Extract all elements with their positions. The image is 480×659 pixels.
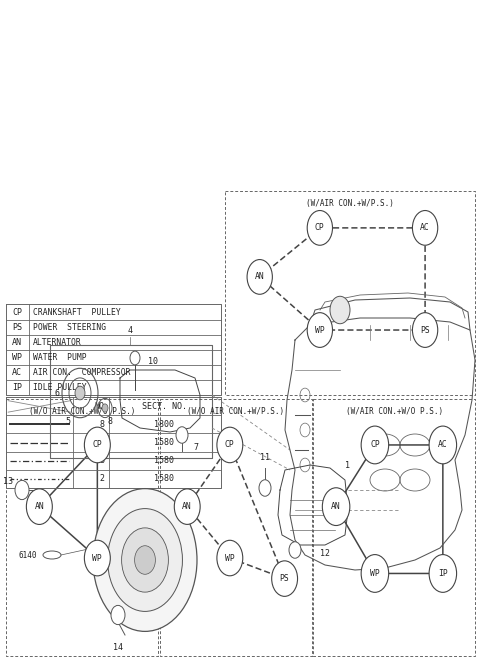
Circle shape <box>429 426 456 464</box>
Circle shape <box>217 540 243 576</box>
Text: 1580: 1580 <box>154 438 174 447</box>
Circle shape <box>176 427 188 444</box>
Circle shape <box>412 210 438 245</box>
Circle shape <box>130 351 140 365</box>
Circle shape <box>93 488 197 631</box>
Text: 3: 3 <box>99 456 104 465</box>
Text: WP: WP <box>370 569 380 578</box>
Text: CP: CP <box>370 440 380 449</box>
Circle shape <box>84 427 110 463</box>
Circle shape <box>15 480 29 500</box>
Text: AN: AN <box>35 502 44 511</box>
Circle shape <box>361 555 389 592</box>
Circle shape <box>111 606 125 625</box>
Text: AN: AN <box>182 502 192 511</box>
Circle shape <box>412 312 438 347</box>
Text: ALTERNATOR: ALTERNATOR <box>33 338 82 347</box>
Text: 14: 14 <box>113 643 123 652</box>
Text: WATER  PUMP: WATER PUMP <box>33 353 86 362</box>
Text: PS: PS <box>280 574 289 583</box>
Text: (W/AIR CON.+W/O P.S.): (W/AIR CON.+W/O P.S.) <box>346 407 443 416</box>
Circle shape <box>307 312 333 347</box>
Text: CP: CP <box>315 223 325 233</box>
Text: 1580: 1580 <box>154 456 174 465</box>
Text: AC: AC <box>438 440 448 449</box>
Text: CP: CP <box>225 440 235 449</box>
Text: AN: AN <box>12 338 22 347</box>
Text: (W/O AIR CON.+W/P.S.): (W/O AIR CON.+W/P.S.) <box>187 407 285 416</box>
Circle shape <box>323 488 350 525</box>
Circle shape <box>429 555 456 592</box>
Circle shape <box>247 260 272 295</box>
Circle shape <box>330 297 350 324</box>
Text: POWER  STEERING: POWER STEERING <box>33 323 106 331</box>
Text: AN: AN <box>331 502 341 511</box>
Text: 6140: 6140 <box>19 550 37 559</box>
Text: IDLE PULLEY: IDLE PULLEY <box>33 384 86 392</box>
Text: 11: 11 <box>260 453 270 462</box>
Circle shape <box>108 509 182 612</box>
Text: WP: WP <box>225 554 235 563</box>
Text: AC: AC <box>420 223 430 233</box>
Text: 5: 5 <box>65 418 71 426</box>
Circle shape <box>259 480 271 496</box>
Text: 8: 8 <box>108 416 112 426</box>
Circle shape <box>102 404 108 412</box>
Text: 6: 6 <box>55 389 60 397</box>
Text: 10: 10 <box>148 357 158 366</box>
Text: CP: CP <box>12 308 22 316</box>
Text: 12: 12 <box>320 548 330 558</box>
Text: (W/O AIR CON.+W/O P.S.): (W/O AIR CON.+W/O P.S.) <box>29 407 135 416</box>
Text: WP: WP <box>12 353 22 362</box>
Text: 8: 8 <box>99 420 104 429</box>
Text: CP: CP <box>93 440 102 449</box>
Text: (W/AIR CON.+W/P.S.): (W/AIR CON.+W/P.S.) <box>306 199 394 208</box>
Circle shape <box>75 386 85 400</box>
Text: 1800: 1800 <box>154 420 174 429</box>
Circle shape <box>217 427 243 463</box>
Circle shape <box>289 542 301 558</box>
Text: IP: IP <box>12 384 22 392</box>
Circle shape <box>134 546 156 574</box>
Text: PS: PS <box>12 323 22 331</box>
Text: 7: 7 <box>193 442 198 451</box>
Text: WP: WP <box>315 326 325 335</box>
Text: PS: PS <box>420 326 430 335</box>
Text: 1: 1 <box>345 461 350 471</box>
Circle shape <box>121 528 168 592</box>
Circle shape <box>272 561 298 596</box>
Text: AN: AN <box>255 272 264 281</box>
Circle shape <box>26 489 52 525</box>
Circle shape <box>174 489 200 525</box>
Text: 2: 2 <box>99 474 104 483</box>
Circle shape <box>307 210 333 245</box>
Text: 1580: 1580 <box>154 474 174 483</box>
Circle shape <box>361 426 389 464</box>
Circle shape <box>84 540 110 576</box>
Text: SECT. NO.: SECT. NO. <box>142 402 187 411</box>
Text: 9: 9 <box>99 438 104 447</box>
Text: WP: WP <box>93 554 102 563</box>
Text: CRANKSHAFT  PULLEY: CRANKSHAFT PULLEY <box>33 308 120 316</box>
Text: 4: 4 <box>128 326 132 335</box>
Text: IP: IP <box>438 569 448 578</box>
Text: 13: 13 <box>3 478 13 486</box>
Text: AIR CON.  COMPRESSOR: AIR CON. COMPRESSOR <box>33 368 130 377</box>
Text: NO.: NO. <box>94 402 109 411</box>
Text: AC: AC <box>12 368 22 377</box>
